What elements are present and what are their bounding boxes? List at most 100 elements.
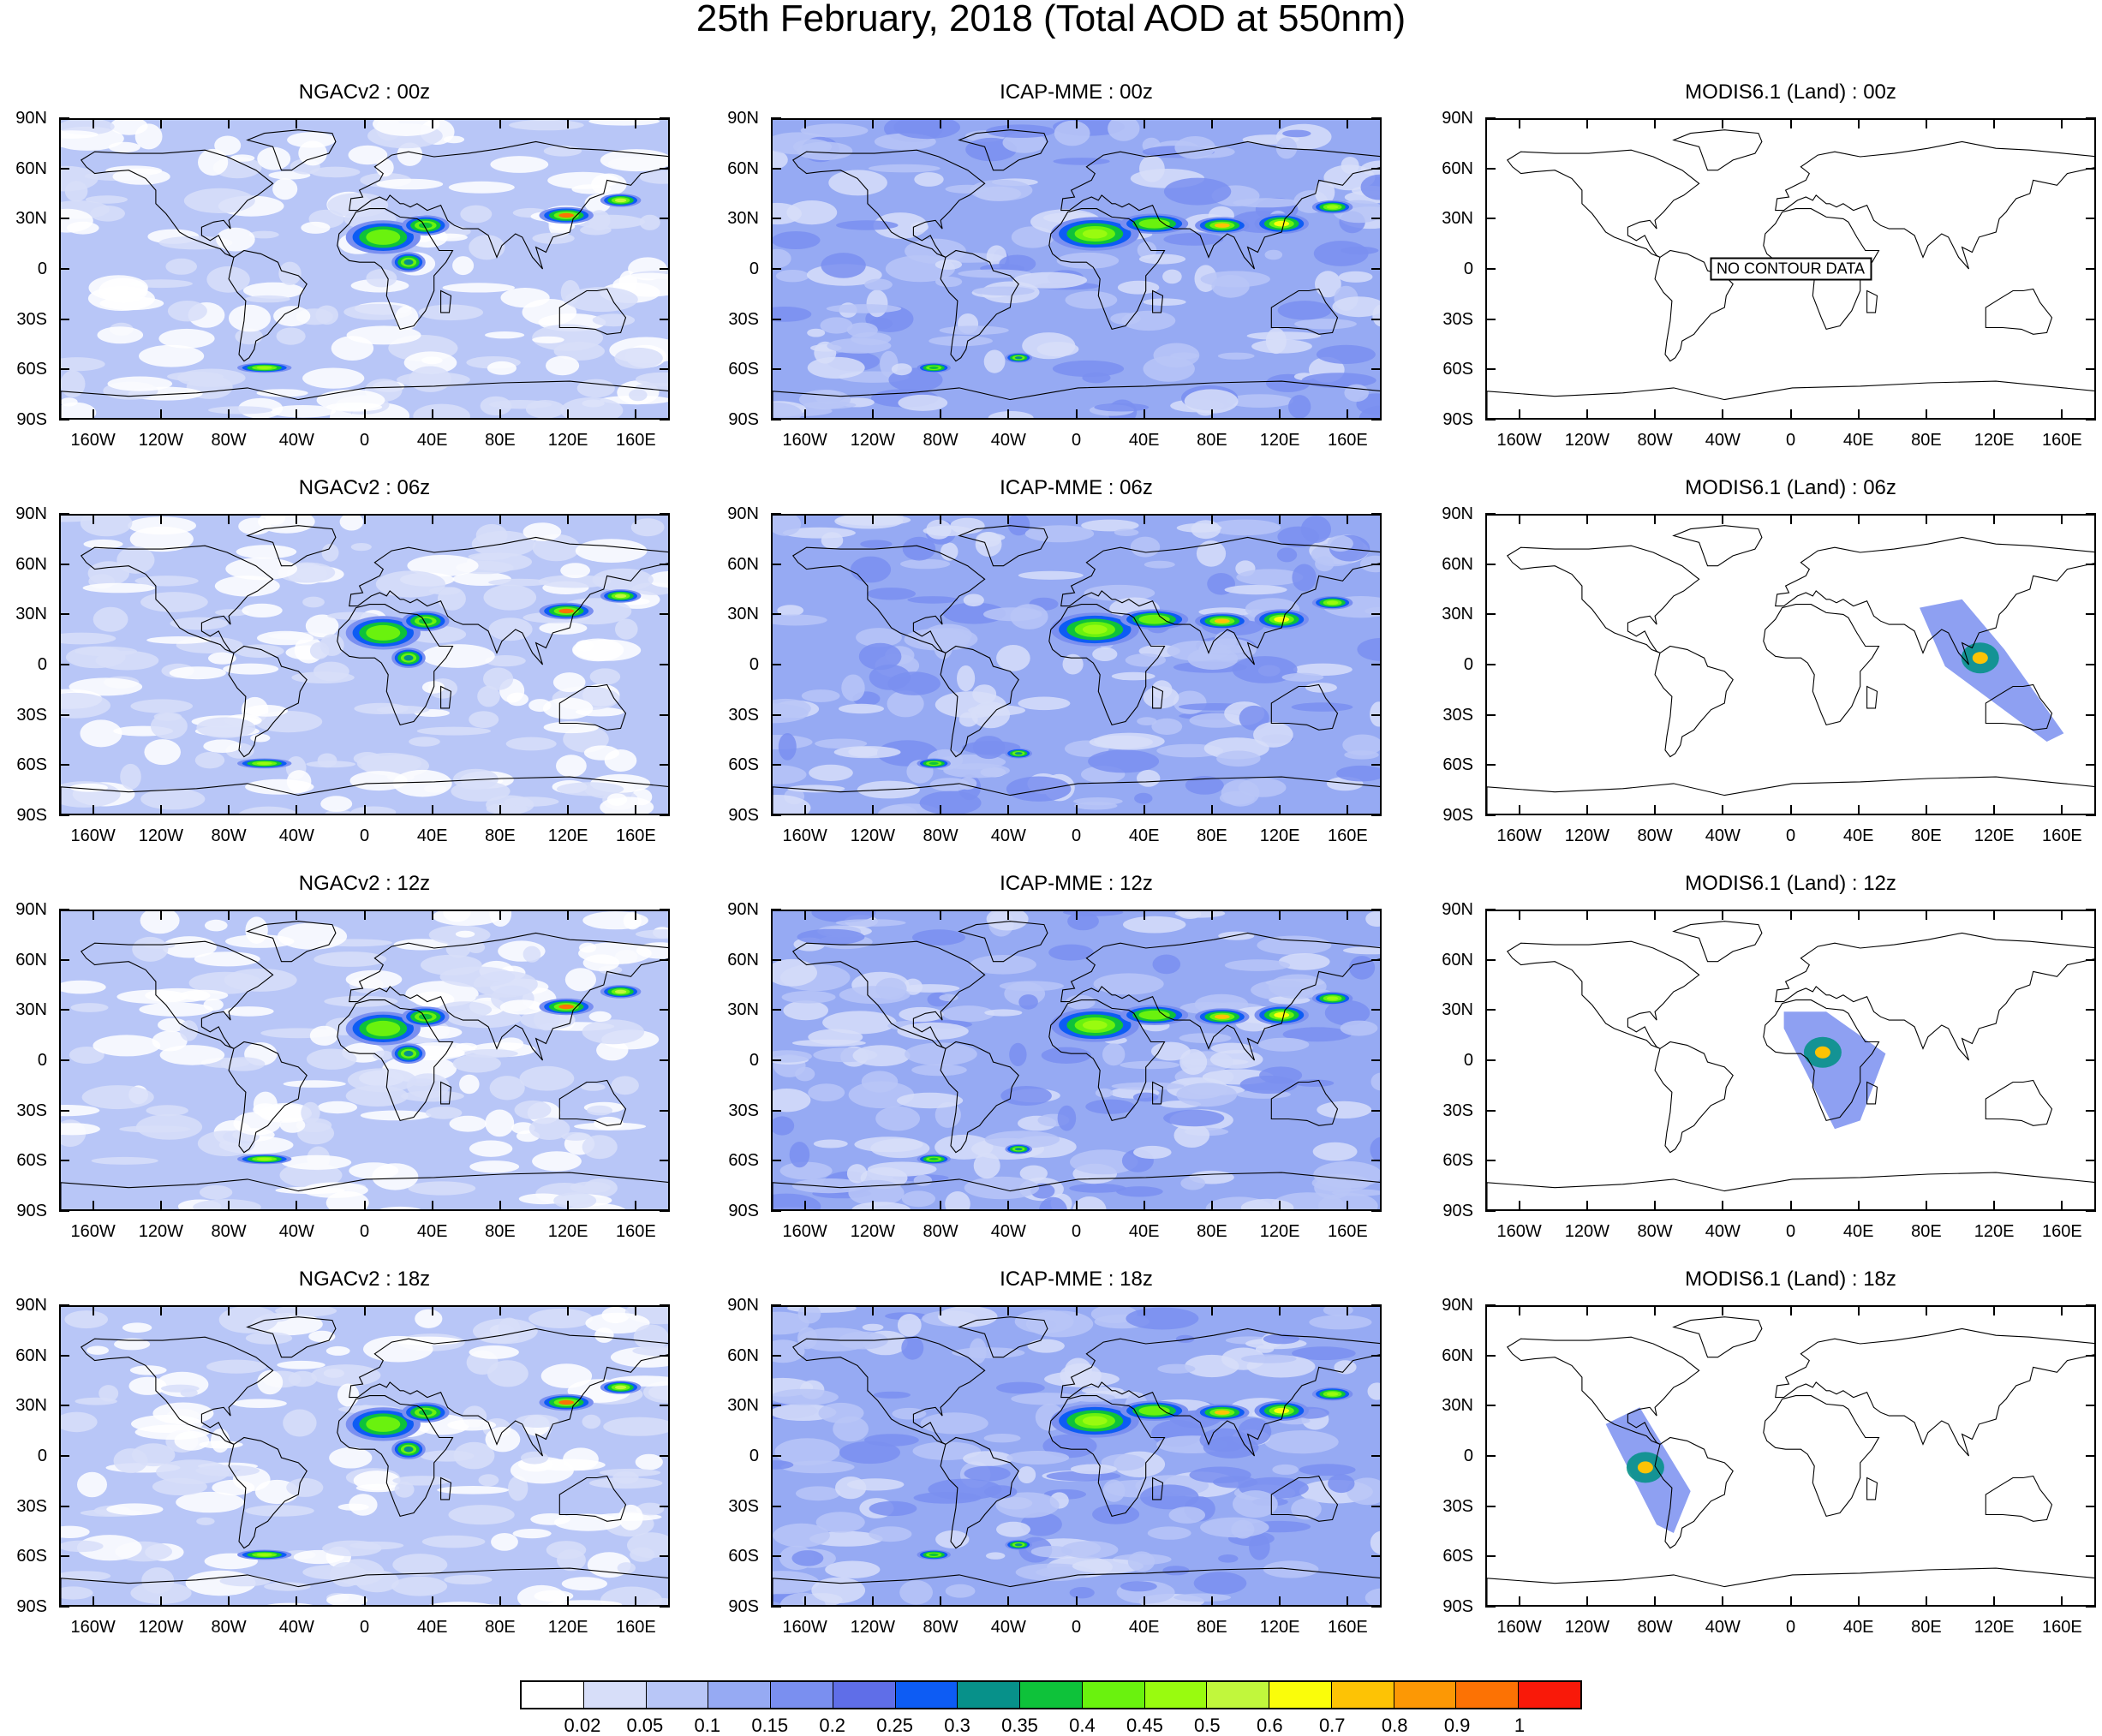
lon-tick [92,1201,94,1211]
lon-tick [92,1305,94,1315]
lon-tick [499,409,501,420]
lon-tick [635,910,637,920]
lat-tick [59,958,69,961]
aod-cell [205,919,228,932]
lon-tick-label: 120E [1259,431,1300,450]
lat-tick-label: 90N [727,900,759,919]
lon-tick [1722,910,1724,920]
aod-cell [777,605,804,617]
lon-tick-label: 40E [1842,1222,1874,1241]
lon-tick [1857,910,1860,920]
coastline-group [773,129,1380,418]
lat-tick-label: 30N [15,1396,47,1416]
coastline [1048,208,1166,331]
aod-cell [93,606,128,632]
aod-cell [325,1345,350,1356]
aod-cell [376,178,444,190]
coastline [1763,999,1880,1122]
lat-tick [1485,268,1496,270]
lon-tick-label: 40E [416,431,448,450]
aod-cell [309,641,330,659]
lon-tick [940,514,942,524]
aod-cell [360,1110,432,1121]
aod-cell [912,1441,982,1460]
lon-tick-label: 160E [2042,1618,2082,1637]
aod-cell [935,691,1006,719]
aod-cell [898,394,948,411]
aod-cell [773,402,803,418]
aod-cell [1127,1551,1156,1572]
coastline-group [1487,1316,2094,1605]
aod-cell [314,661,349,682]
aod-cell [451,780,511,802]
lat-tick [1371,419,1382,421]
aod-cell [449,1115,487,1132]
lon-tick [1789,1201,1792,1211]
lon-tick [228,118,230,128]
aod-cell [61,357,105,372]
lon-tick-label: 80W [1637,431,1673,450]
aod-cell [473,970,538,998]
modis-hotspot-core [1637,1461,1653,1474]
lon-tick-label: 80E [1197,1618,1227,1637]
aod-plume [1274,1407,1290,1414]
aod-cell [1163,1109,1225,1127]
aod-cell [846,322,878,337]
lon-tick [635,1305,637,1315]
coastline [1866,1476,1878,1500]
aod-cell [286,1477,324,1497]
aod-cell [224,968,297,992]
aod-cell [561,1577,608,1591]
coastline [773,1172,1380,1209]
map-panel: MODIS6.1 (Land) : 12z 90N 60N 30N 0 30S 60S 90S… [1442,873,2096,1250]
panel-title: NGACv2 : 12z [298,872,431,895]
aod-cell [827,337,892,354]
lon-tick-label: 120E [1974,1222,2015,1241]
lon-tick [1075,1596,1078,1607]
lat-tick-label: 60N [1442,950,1473,969]
aod-cell [91,1156,158,1165]
aod-cell [339,516,364,531]
aod-cell [781,991,836,1004]
lon-tick [635,1596,637,1607]
lon-tick [92,118,94,128]
map-panel: MODIS6.1 (Land) : 00z NO CONTOUR DATA 90N 6… [1442,81,2096,458]
aod-cell [444,1574,493,1585]
aod-field [773,1307,1380,1605]
lon-tick [431,1305,433,1315]
aod-cell [487,1360,528,1387]
aod-cell [141,1567,175,1594]
coastline [1775,140,2094,270]
lon-tick [1210,1596,1213,1607]
no-contour-data-label: NO CONTOUR DATA [1709,257,1872,281]
aod-cell [821,253,866,278]
aod-cell [897,1314,922,1337]
aod-cell [1338,271,1373,283]
aod-cell [984,1009,1023,1017]
aod-cell [139,1002,213,1017]
aod-cell [272,178,298,200]
aod-cell [1018,994,1038,1010]
aod-cell [582,1135,618,1160]
aod-cell [1328,1474,1355,1494]
lon-tick [1585,805,1588,815]
aod-cell [899,1006,944,1023]
aod-cell [797,1307,821,1324]
lon-tick-label: 80E [485,826,516,845]
coastline [1152,1476,1164,1500]
lat-tick [771,1555,781,1558]
aod-cell [1196,540,1227,567]
lon-tick [1654,1201,1657,1211]
aod-cell [1070,1393,1115,1402]
lon-tick-label: 160W [1496,826,1542,845]
lon-tick [567,1201,570,1211]
lat-tick [2086,958,2096,961]
aod-cell [807,356,865,379]
aod-cell [230,154,255,162]
aod-plume [558,608,575,614]
coastline [1985,683,2053,731]
aod-cell [485,1109,515,1137]
lat-tick [2086,1160,2096,1162]
world-map [61,120,668,418]
aod-cell [773,958,817,987]
